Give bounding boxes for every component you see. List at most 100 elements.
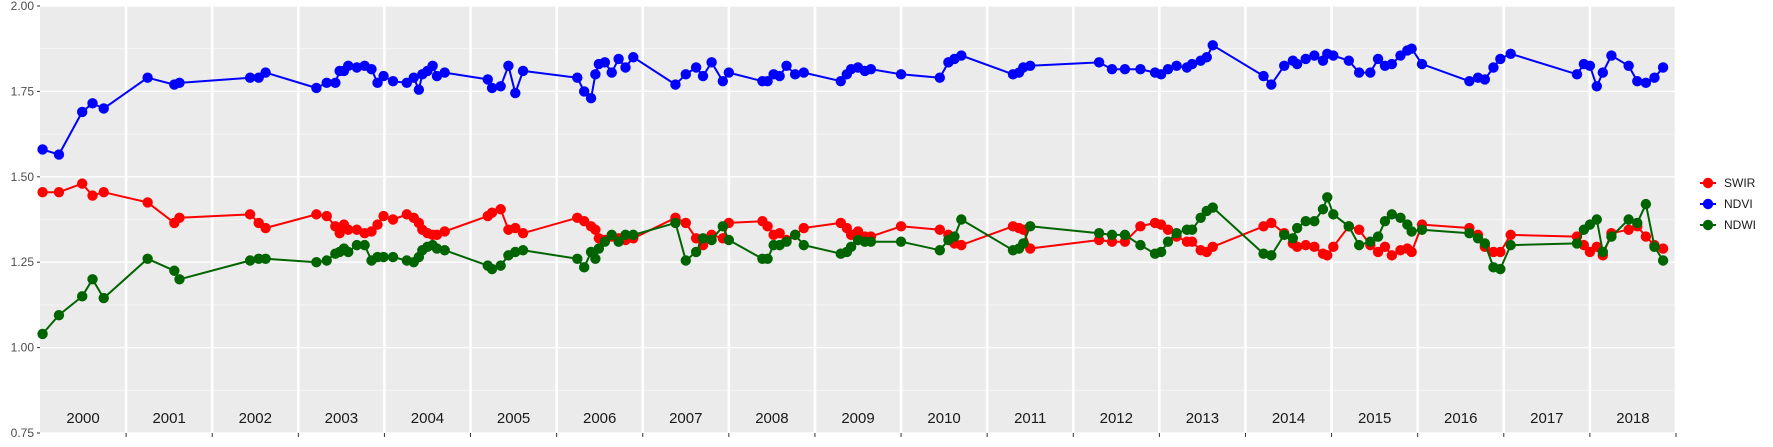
data-point-swir	[1186, 236, 1198, 247]
data-point-ndvi	[174, 77, 185, 89]
data-point-swir	[37, 186, 48, 198]
data-point-ndvi	[1597, 67, 1609, 78]
data-point-swir	[351, 224, 363, 235]
data-point-ndwi	[680, 255, 691, 266]
data-point-ndwi	[620, 229, 631, 241]
data-point-ndwi	[1395, 212, 1406, 223]
data-point-ndvi	[1488, 62, 1499, 73]
data-point-swir	[1379, 241, 1391, 253]
data-point-ndwi	[789, 229, 801, 241]
data-point-ndwi	[1632, 217, 1643, 229]
data-point-ndwi	[1018, 238, 1029, 249]
data-point-swir	[1505, 229, 1516, 241]
data-point-swir	[1291, 241, 1303, 253]
x-axis: 2000 2001 2002 2003 2004 2005 2006 2007 2008 2009…	[66, 410, 1677, 437]
data-point-ndvi	[1640, 77, 1652, 89]
data-point-ndwi	[486, 263, 498, 275]
data-point-ndvi	[590, 69, 601, 80]
data-point-ndvi	[798, 67, 809, 78]
data-point-ndvi	[1479, 74, 1491, 85]
data-point-swir	[495, 204, 506, 215]
data-point-swir	[798, 222, 809, 234]
data-point-swir	[1386, 250, 1398, 261]
data-point-ndwi	[1591, 214, 1602, 225]
data-point-ndvi	[1365, 67, 1376, 78]
data-point-swir	[1162, 224, 1174, 235]
data-point-ndvi	[680, 69, 691, 80]
data-point-swir	[590, 224, 601, 235]
data-point-swir	[1266, 217, 1277, 229]
data-point-ndvi	[723, 67, 735, 78]
data-point-ndvi	[1386, 58, 1398, 70]
year-label: 2017	[1530, 410, 1563, 427]
data-point-ndwi	[1505, 239, 1516, 251]
data-point-ndvi	[427, 60, 438, 71]
data-point-swir	[98, 186, 109, 198]
data-point-ndvi	[1657, 62, 1669, 73]
data-point-ndvi	[690, 62, 702, 73]
data-point-swir	[510, 222, 521, 234]
year-label: 2014	[1272, 410, 1305, 427]
data-point-ndvi	[774, 70, 785, 82]
data-point-ndwi	[845, 241, 857, 253]
data-point-ndwi	[593, 243, 605, 254]
data-point-ndvi	[572, 72, 583, 83]
data-point-ndvi	[1106, 63, 1118, 75]
data-point-ndwi	[1287, 233, 1299, 244]
data-point-ndwi	[1623, 214, 1634, 225]
data-point-ndwi	[1322, 192, 1333, 203]
year-label: 2003	[325, 410, 358, 427]
data-point-ndvi	[503, 60, 514, 71]
legend-key-point	[1702, 219, 1714, 231]
data-point-ndvi	[431, 70, 443, 82]
data-point-ndwi	[1464, 227, 1475, 239]
data-point-swir	[1258, 221, 1269, 232]
data-point-ndwi	[1135, 239, 1146, 251]
data-point-ndvi	[1266, 79, 1277, 90]
data-point-ndwi	[1195, 212, 1206, 223]
data-point-swir	[1495, 246, 1506, 258]
data-point-swir	[680, 217, 691, 229]
data-point-ndvi	[934, 72, 945, 83]
data-point-ndwi	[1416, 224, 1428, 235]
data-point-ndvi	[789, 69, 801, 80]
data-point-ndwi	[1291, 222, 1303, 234]
data-point-ndwi	[949, 231, 960, 242]
data-point-ndvi	[865, 63, 877, 75]
year-label: 2016	[1444, 410, 1477, 427]
data-point-ndvi	[413, 84, 425, 95]
legend-label: NDWI	[1724, 218, 1756, 232]
data-point-swir	[486, 207, 498, 218]
data-point-ndwi	[1106, 229, 1118, 241]
data-point-ndwi	[1328, 209, 1339, 220]
data-point-ndwi	[1386, 209, 1398, 220]
data-point-ndwi	[956, 214, 967, 225]
data-point-ndwi	[697, 233, 709, 244]
data-point-ndwi	[1606, 231, 1617, 242]
data-point-ndwi	[798, 239, 809, 251]
data-point-swir	[1135, 221, 1146, 232]
data-point-ndvi	[1406, 43, 1417, 54]
data-point-ndvi	[87, 98, 98, 109]
data-point-ndvi	[620, 62, 631, 73]
data-point-swir	[378, 210, 389, 222]
data-point-ndwi	[343, 246, 354, 258]
data-point-ndvi	[495, 81, 506, 92]
data-point-ndwi	[1640, 198, 1652, 210]
data-point-ndvi	[311, 82, 322, 94]
data-point-ndwi	[613, 236, 624, 247]
data-point-swir	[76, 178, 88, 189]
data-point-ndwi	[311, 257, 322, 268]
series-ndwi	[37, 192, 1669, 340]
data-point-ndvi	[1201, 52, 1212, 63]
data-point-ndwi	[1317, 204, 1329, 215]
data-point-ndvi	[895, 69, 907, 80]
data-point-ndvi	[1353, 67, 1365, 78]
data-point-ndvi	[1025, 60, 1036, 71]
data-point-ndwi	[495, 260, 506, 271]
data-point-ndwi	[439, 245, 450, 256]
data-point-ndvi	[1207, 40, 1218, 51]
data-point-swir	[1353, 224, 1365, 235]
legend-item-ndwi: NDWI	[1700, 218, 1756, 232]
